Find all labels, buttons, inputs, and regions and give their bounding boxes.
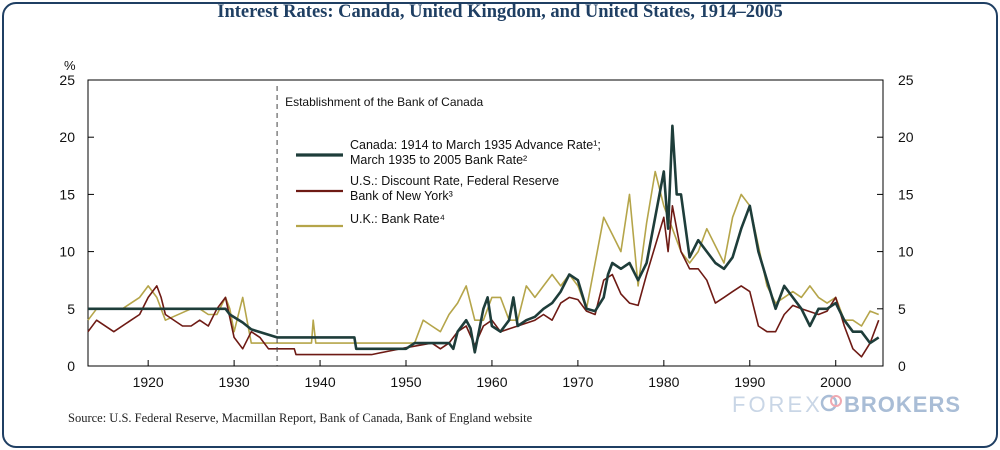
y-tick-label-left: 20	[59, 129, 75, 145]
legend-label: U.S.: Discount Rate, Federal Reserve	[350, 174, 559, 188]
watermark-logo-icon	[820, 394, 842, 412]
chart-title: Interest Rates: Canada, United Kingdom, …	[217, 2, 783, 22]
y-tick-label-right: 25	[898, 72, 914, 88]
x-tick-label: 1990	[734, 374, 765, 390]
x-tick-label: 1950	[390, 374, 421, 390]
y-tick-label-right: 0	[898, 358, 906, 374]
legend: Canada: 1914 to March 1935 Advance Rate¹…	[296, 138, 601, 228]
watermark-brokers-text: BROKERS	[844, 392, 961, 417]
y-tick-label-right: 10	[898, 244, 914, 260]
x-tick-label: 1970	[562, 374, 593, 390]
legend-label-line2: Bank of New York³	[350, 189, 453, 203]
y-tick-label-left: 10	[59, 244, 75, 260]
bank-of-canada-annotation: Establishment of the Bank of Canada	[285, 95, 483, 109]
y-tick-label-left: 0	[67, 358, 75, 374]
legend-label-line2: March 1935 to 2005 Bank Rate²	[350, 153, 527, 167]
y-axis-unit-label: %	[64, 58, 76, 73]
y-tick-label-left: 25	[59, 72, 75, 88]
x-tick-label: 1940	[304, 374, 335, 390]
y-tick-label-left: 5	[67, 301, 75, 317]
legend-label: Canada: 1914 to March 1935 Advance Rate¹…	[350, 138, 601, 152]
canada-rate-line	[88, 124, 880, 354]
legend-label: U.K.: Bank Rate⁴	[350, 212, 445, 226]
y-tick-label-right: 15	[898, 186, 914, 202]
x-tick-label: 1980	[648, 374, 679, 390]
source-note: Source: U.S. Federal Reserve, Macmillan …	[68, 411, 533, 425]
plot-area-frame	[87, 79, 884, 367]
x-tick-label: 2000	[820, 374, 851, 390]
y-tick-label-right: 5	[898, 301, 906, 317]
us-discount-rate-line	[87, 205, 880, 358]
y-tick-label-left: 15	[59, 186, 75, 202]
y-tick-label-right: 20	[898, 129, 914, 145]
x-tick-label: 1960	[476, 374, 507, 390]
x-tick-label: 1920	[133, 374, 164, 390]
x-tick-label: 1930	[219, 374, 250, 390]
watermark-forex-text: FOREX	[732, 392, 823, 417]
forexbrokers-watermark: FOREX BROKERS	[732, 392, 961, 417]
